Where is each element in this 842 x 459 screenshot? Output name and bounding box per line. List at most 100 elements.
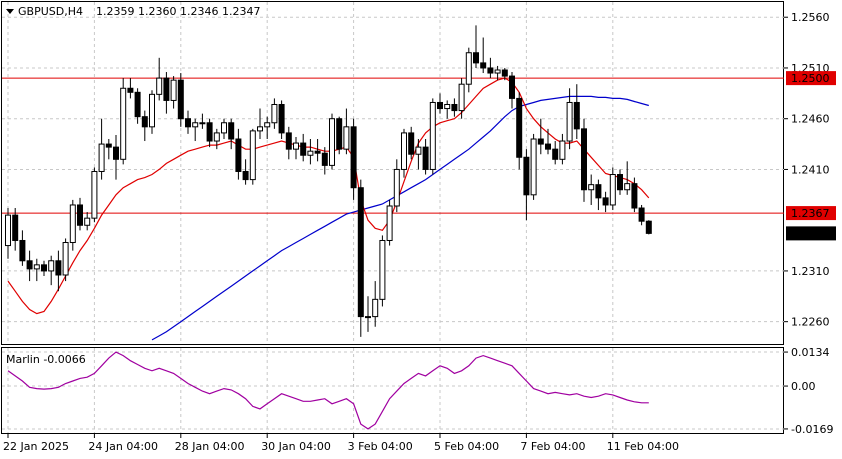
- candle-body-bullish: [307, 150, 314, 156]
- level-price-tag-label: 1.2367: [791, 207, 830, 220]
- candle-body-bullish: [379, 239, 386, 300]
- candle-body-bearish: [77, 204, 83, 226]
- candle-body-bearish: [451, 103, 458, 112]
- candle-body-bearish: [141, 116, 148, 128]
- current-price-tag: [786, 226, 836, 241]
- candle-body-bearish: [350, 126, 357, 189]
- candle-body-bearish: [645, 220, 652, 234]
- candle: [213, 128, 220, 150]
- candle-body-bearish: [12, 214, 19, 241]
- candle: [645, 220, 652, 235]
- candle: [285, 126, 292, 160]
- candle-body-bullish: [293, 142, 299, 150]
- candle-body-bearish: [501, 69, 508, 77]
- candle: [69, 199, 76, 251]
- candle-body-bullish: [415, 146, 422, 155]
- candle-body-bullish: [156, 77, 163, 95]
- candle-body-bearish: [523, 156, 530, 196]
- candle-body-bullish: [170, 79, 177, 101]
- candle: [55, 250, 62, 292]
- candle-body-bearish: [595, 184, 602, 199]
- symbol-dropdown-icon[interactable]: [6, 9, 14, 14]
- candle-body-bullish: [249, 130, 256, 181]
- price-tick-label: 1.2310: [791, 265, 830, 278]
- candle: [336, 116, 343, 155]
- candle-body-bearish: [537, 138, 544, 145]
- candle-body-bearish: [300, 142, 307, 156]
- candle-body-bearish: [19, 239, 26, 262]
- candle-body-bullish: [98, 143, 105, 172]
- candle: [141, 110, 148, 142]
- candle: [401, 128, 407, 178]
- candle: [573, 84, 580, 140]
- candle: [566, 88, 573, 150]
- level-price-tag: [786, 71, 836, 86]
- candle-body-bullish: [401, 132, 407, 170]
- candle-body-bearish: [437, 101, 443, 110]
- candle-body-bullish: [91, 170, 98, 219]
- candle-body-bearish: [573, 101, 580, 130]
- candle: [393, 159, 400, 213]
- candle-body-bearish: [552, 148, 559, 160]
- candle: [602, 191, 609, 213]
- candle: [170, 76, 177, 109]
- time-label: 11 Feb 04:00: [607, 440, 679, 453]
- candle-body-bearish: [242, 170, 249, 181]
- candle-body-bullish: [566, 101, 573, 142]
- price-tick-label: 1.2560: [791, 11, 830, 24]
- candle-body-bullish: [386, 205, 393, 241]
- candle: [501, 67, 508, 81]
- candle-body-bearish: [473, 52, 479, 64]
- candle: [48, 255, 55, 286]
- candle: [235, 128, 242, 180]
- candle: [293, 136, 299, 160]
- candle-body-bullish: [429, 101, 436, 170]
- candle-body-bullish: [221, 122, 227, 134]
- time-label: 30 Jan 04:00: [261, 440, 331, 453]
- candle-body-bullish: [192, 122, 199, 128]
- symbol-label: GBPUSD,H4: [18, 5, 83, 18]
- candle: [494, 65, 501, 81]
- candle: [300, 133, 307, 162]
- price-tick-label: 1.2260: [791, 316, 830, 329]
- candle: [5, 208, 11, 259]
- candle: [314, 139, 321, 162]
- fast-moving-average-line: [7, 77, 650, 315]
- indicator-tick-label: 0.0134: [791, 346, 830, 359]
- time-label: 3 Feb 04:00: [348, 440, 413, 453]
- candle: [379, 235, 386, 307]
- candle: [278, 100, 285, 140]
- candle: [530, 133, 537, 200]
- candle: [62, 238, 69, 282]
- candle-body-bullish: [199, 122, 206, 125]
- candle: [509, 72, 515, 109]
- candle-body-bearish: [127, 87, 134, 93]
- candle-body-bullish: [213, 132, 220, 142]
- candle: [638, 204, 645, 226]
- candle: [516, 92, 523, 170]
- candle: [149, 90, 155, 134]
- candle: [595, 179, 602, 211]
- candle-body-bullish: [444, 103, 451, 110]
- candle: [537, 118, 544, 155]
- candle-body-bearish: [26, 260, 33, 270]
- candle-body-bearish: [631, 183, 638, 209]
- candle: [257, 108, 263, 140]
- candle: [386, 199, 393, 246]
- candle-body-bearish: [602, 197, 609, 206]
- candle-body-bullish: [271, 103, 278, 124]
- candle: [552, 141, 559, 165]
- candle: [408, 126, 415, 160]
- candle: [264, 116, 271, 140]
- candle: [581, 118, 587, 202]
- candle: [242, 159, 249, 185]
- level-price-tag: [786, 206, 836, 221]
- candle-body-bearish: [516, 97, 523, 158]
- price-tick-label: 1.2460: [791, 113, 830, 126]
- current-price-tag-label: 1.2347: [791, 227, 830, 240]
- candle: [480, 37, 487, 74]
- candle-body-bullish: [5, 214, 11, 247]
- candle-body-bearish: [581, 128, 587, 191]
- candle-body-bearish: [422, 146, 429, 170]
